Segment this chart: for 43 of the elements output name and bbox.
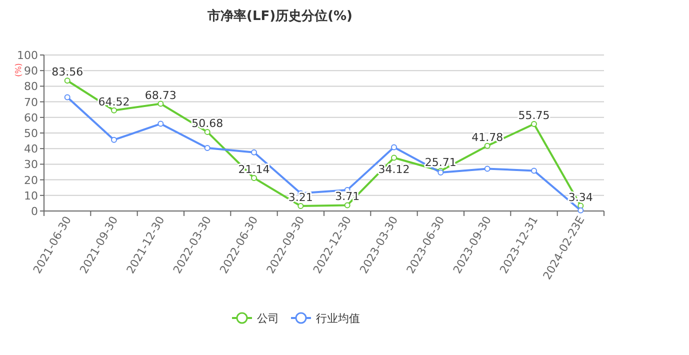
data-label: 83.56 bbox=[52, 66, 84, 79]
chart-title: 市净率(LF)历史分位(%) bbox=[206, 8, 352, 24]
point bbox=[298, 202, 304, 209]
y-tick-label: 80 bbox=[24, 80, 38, 94]
y-tick-label: 60 bbox=[24, 111, 38, 124]
data-label: 50.68 bbox=[192, 116, 224, 130]
data-label: 25.71 bbox=[424, 156, 456, 169]
point bbox=[531, 168, 537, 174]
y-tick-label: 20 bbox=[24, 174, 38, 187]
y-tick-label: 10 bbox=[24, 189, 38, 202]
point bbox=[111, 136, 117, 143]
y-tick-label: 50 bbox=[24, 127, 38, 140]
legend-label: 行业均值 bbox=[316, 312, 360, 325]
point bbox=[251, 175, 257, 182]
point bbox=[251, 149, 257, 156]
y-tick-label: 40 bbox=[24, 142, 38, 156]
y-tick-label: 70 bbox=[24, 96, 38, 109]
data-label: 55.75 bbox=[518, 109, 550, 122]
point bbox=[204, 128, 210, 135]
y-tick-label: 100 bbox=[17, 49, 38, 62]
point bbox=[344, 202, 350, 208]
y-axis-title: (%) bbox=[14, 63, 23, 77]
point bbox=[158, 120, 164, 127]
data-label: 3.21 bbox=[288, 190, 313, 204]
legend-item: 公司 bbox=[232, 312, 279, 325]
y-tick-label: 90 bbox=[24, 64, 38, 78]
data-label: 41.78 bbox=[472, 130, 504, 144]
legend-label: 公司 bbox=[257, 312, 279, 325]
point bbox=[531, 121, 537, 128]
point bbox=[484, 142, 490, 149]
point bbox=[484, 166, 490, 172]
point bbox=[64, 78, 70, 84]
y-tick-label: 30 bbox=[24, 158, 38, 172]
point bbox=[158, 100, 164, 107]
point bbox=[204, 144, 210, 151]
point bbox=[64, 94, 70, 100]
point bbox=[111, 107, 117, 114]
point bbox=[391, 144, 397, 150]
point bbox=[391, 154, 397, 161]
legend-item: 行业均值 bbox=[291, 312, 360, 325]
point bbox=[578, 207, 584, 214]
y-tick-label: 0 bbox=[31, 205, 38, 218]
data-label: 68.73 bbox=[144, 88, 176, 102]
